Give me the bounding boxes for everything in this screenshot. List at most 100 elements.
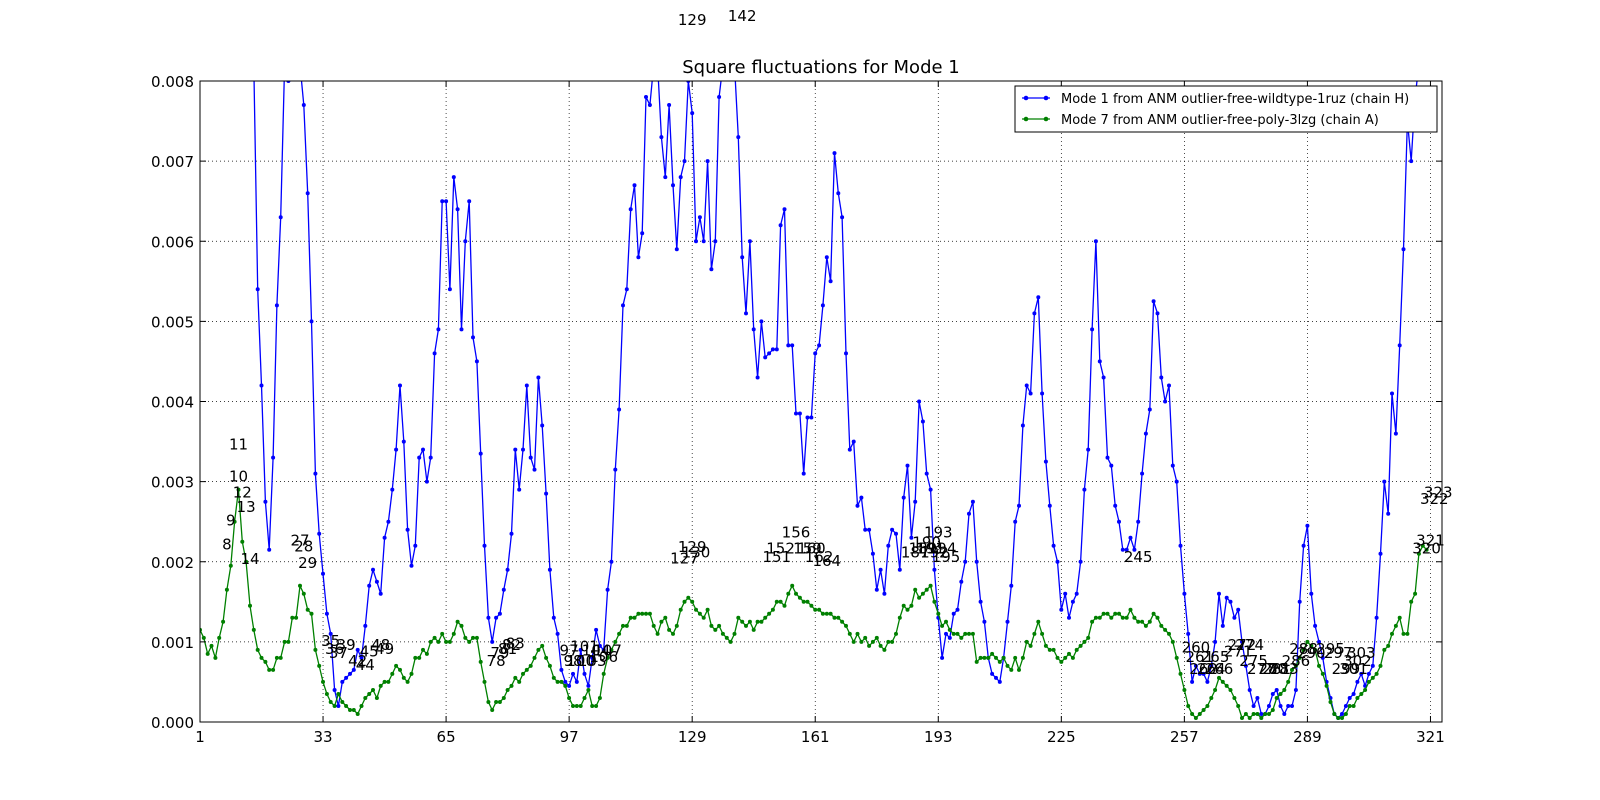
data-point — [924, 471, 929, 476]
data-point — [955, 607, 960, 612]
point-annotation: 321 — [1416, 532, 1445, 550]
data-point — [1055, 655, 1060, 660]
data-point — [940, 655, 945, 660]
y-tick-label: 0.006 — [151, 233, 194, 251]
point-annotation: 78 — [487, 652, 506, 670]
data-point — [624, 623, 629, 628]
data-point — [413, 655, 418, 660]
data-point — [283, 63, 287, 67]
data-point — [1255, 696, 1260, 700]
data-point — [1074, 647, 1079, 652]
point-annotation: 9 — [226, 512, 236, 530]
data-point — [1293, 663, 1298, 668]
data-point — [1413, 591, 1418, 596]
point-annotation: 127 — [670, 549, 699, 567]
data-point — [1251, 712, 1256, 716]
point-annotation: 12 — [233, 484, 252, 502]
data-point — [536, 647, 541, 652]
data-point — [609, 559, 614, 564]
point-annotation: 272 — [1228, 636, 1257, 654]
data-point — [1128, 535, 1133, 540]
data-point — [786, 343, 791, 348]
data-point — [405, 679, 410, 684]
data-point — [863, 635, 868, 640]
data-point — [1205, 679, 1210, 684]
y-tick-label: 0.004 — [151, 394, 194, 412]
data-point — [1047, 647, 1052, 652]
data-point — [1132, 547, 1137, 552]
data-point — [1197, 712, 1202, 716]
data-point — [536, 375, 541, 380]
point-annotation: 162 — [805, 548, 834, 566]
data-point — [1097, 359, 1102, 364]
data-point — [1174, 479, 1179, 484]
data-point — [1190, 679, 1195, 684]
data-point — [870, 551, 875, 556]
data-point — [994, 655, 998, 660]
data-point — [532, 467, 537, 472]
data-point — [1267, 712, 1271, 716]
data-point — [655, 631, 660, 636]
data-point — [1405, 631, 1410, 636]
data-point — [1151, 299, 1156, 304]
data-point — [801, 471, 806, 476]
data-point — [1140, 619, 1145, 624]
y-tick-label: 0.002 — [151, 554, 194, 572]
data-point — [467, 639, 472, 644]
data-point — [486, 700, 491, 704]
data-point — [363, 696, 368, 700]
data-point — [348, 671, 352, 676]
data-point — [1328, 700, 1333, 704]
data-point — [1347, 704, 1352, 708]
data-point — [447, 639, 452, 644]
data-point — [1117, 519, 1121, 524]
point-annotation: 301 — [1339, 660, 1368, 678]
data-point — [601, 671, 606, 676]
data-point — [1140, 471, 1145, 476]
data-point — [1297, 599, 1302, 604]
data-point — [967, 631, 971, 636]
legend-label-series-2: Mode 7 from ANM outlier-free-poly-3lzg (… — [1061, 113, 1379, 128]
data-point — [1017, 503, 1021, 508]
data-point — [767, 611, 772, 616]
data-point — [1013, 655, 1018, 660]
data-point — [1067, 651, 1071, 656]
data-point — [201, 635, 206, 640]
data-point — [398, 667, 402, 672]
data-point — [1263, 712, 1268, 716]
data-point — [1370, 663, 1375, 668]
data-point — [832, 151, 837, 156]
point-annotation: 97 — [560, 642, 579, 660]
data-point — [709, 267, 714, 272]
data-point — [1082, 487, 1087, 492]
data-point — [1416, 551, 1421, 556]
data-point — [474, 359, 479, 364]
data-point — [982, 619, 987, 624]
point-annotation: 10 — [229, 468, 248, 486]
data-point — [1347, 696, 1352, 700]
data-point — [1186, 704, 1191, 708]
data-point — [440, 631, 445, 636]
data-point — [1086, 447, 1091, 452]
data-point — [417, 655, 422, 660]
data-point — [1293, 688, 1298, 692]
data-point — [1201, 671, 1206, 676]
data-point — [978, 655, 983, 660]
data-point — [209, 643, 214, 648]
data-point — [828, 279, 833, 284]
data-point — [374, 579, 379, 584]
data-point — [1074, 591, 1079, 596]
data-point — [1274, 696, 1279, 700]
data-point — [751, 327, 756, 332]
data-point — [578, 647, 583, 652]
data-point — [1017, 667, 1021, 672]
point-annotation: 159 — [793, 540, 822, 558]
data-point — [817, 343, 822, 348]
point-annotation: 194 — [928, 540, 957, 558]
data-point — [1270, 692, 1275, 696]
data-point — [990, 651, 995, 656]
data-point — [674, 623, 679, 628]
data-point — [805, 599, 810, 604]
data-point — [897, 615, 902, 620]
